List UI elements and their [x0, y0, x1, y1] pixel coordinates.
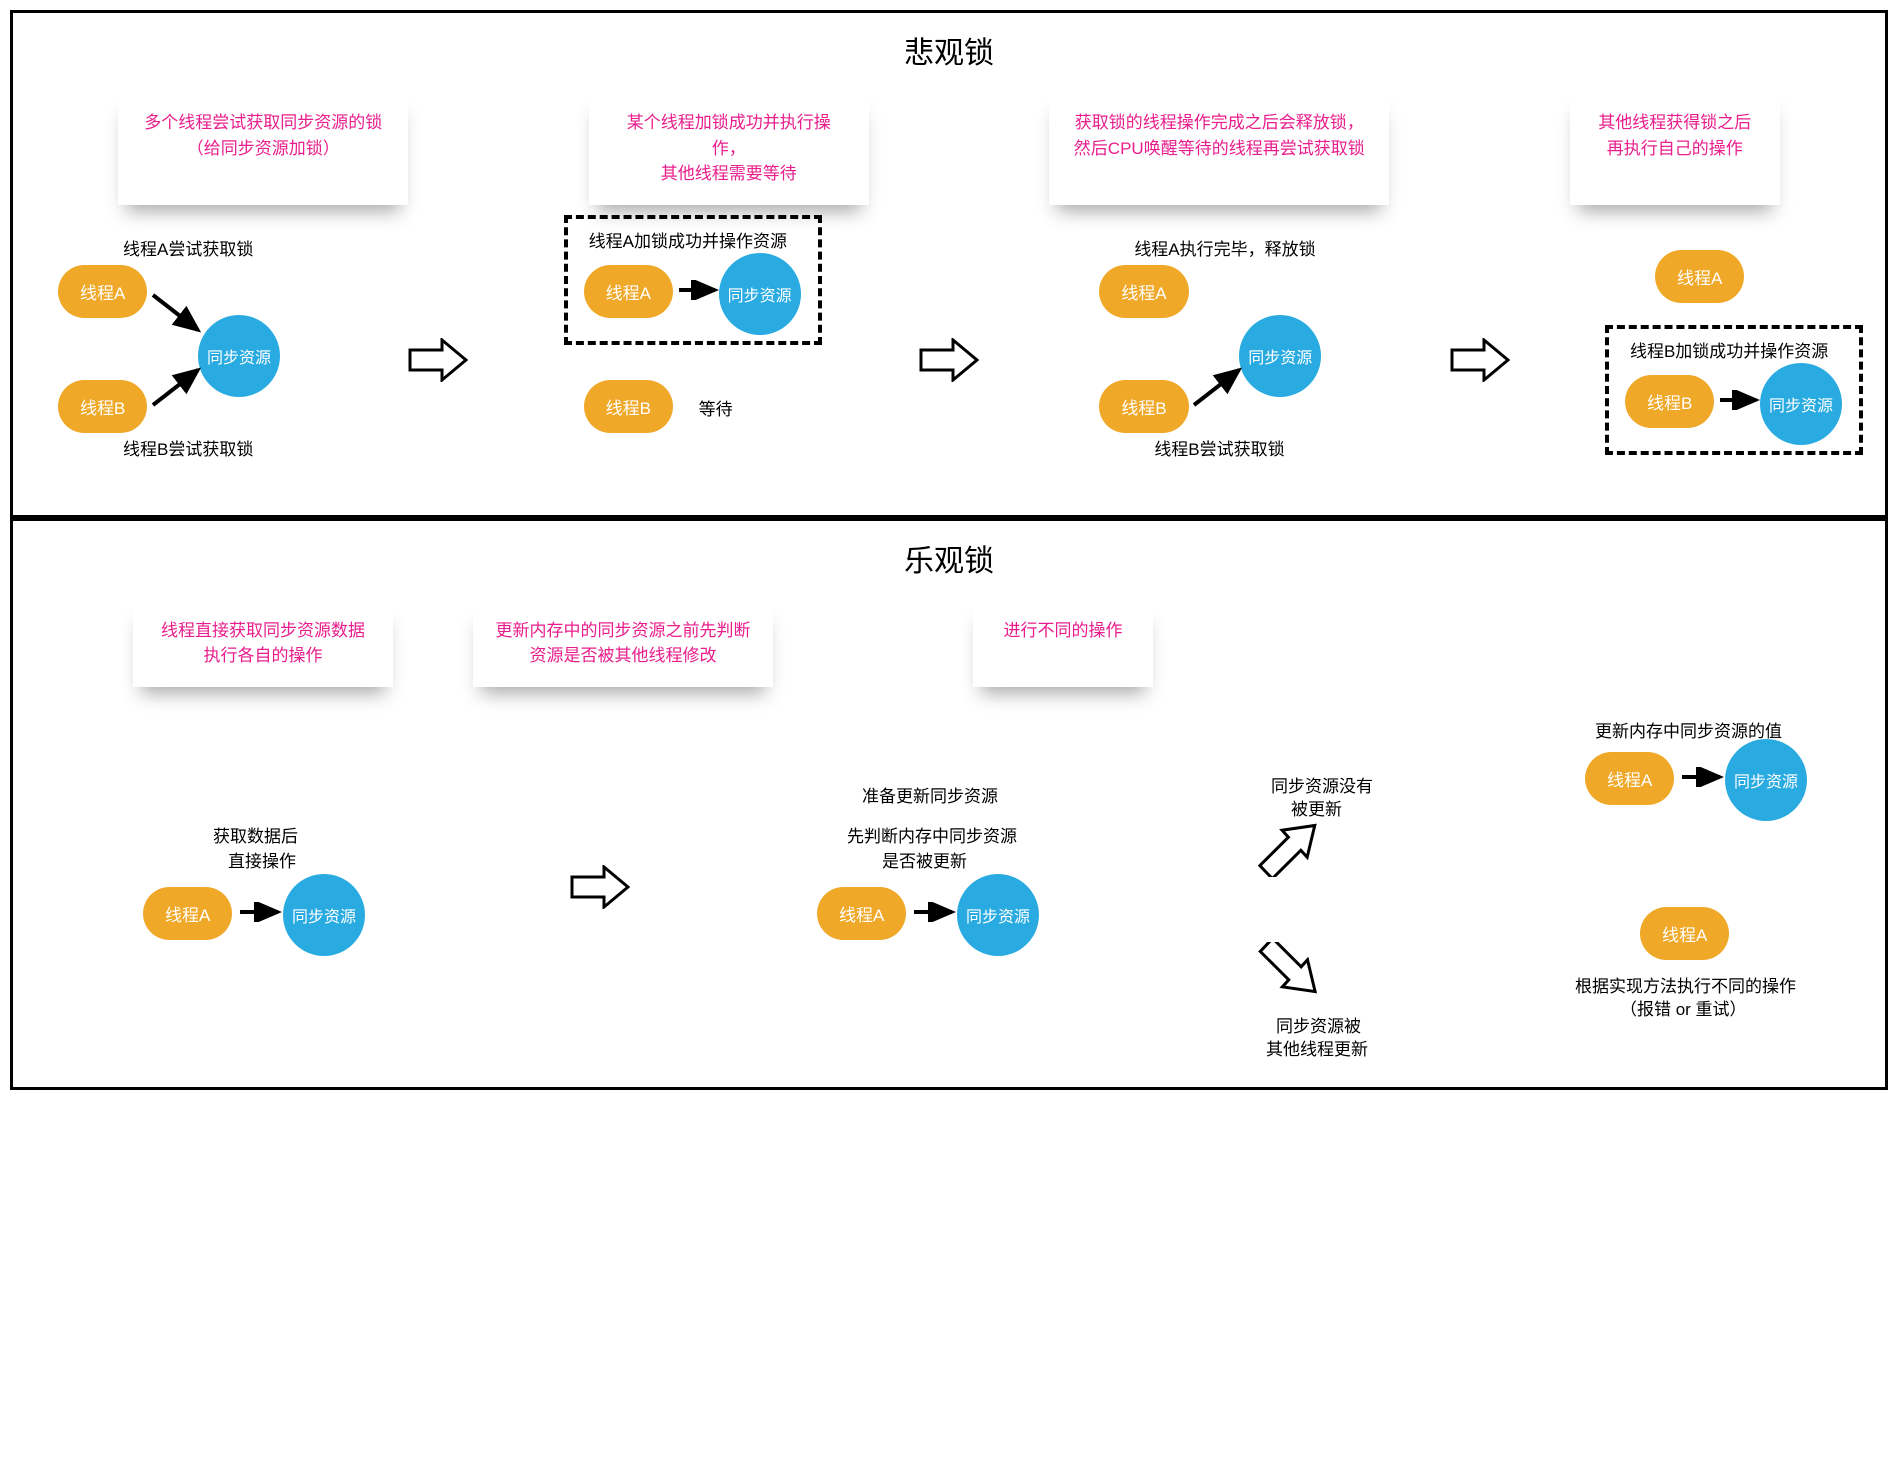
opt-branch-top1: 同步资源没有 — [1271, 772, 1373, 797]
branch-arrow-up — [1256, 822, 1326, 877]
opt-branch-bot2: 其他线程更新 — [1266, 1035, 1368, 1060]
pess-s1-label-a: 线程A尝试获取锁 — [123, 235, 253, 260]
pess-stage-4: 线程A 线程B加锁成功并操作资源 线程B 同步资源 — [1605, 235, 1865, 485]
pess-card-4: 其他线程获得锁之后 再执行自己的操作 — [1570, 92, 1780, 205]
pess-s2-resource: 同步资源 — [719, 253, 801, 335]
pess-stage-2: 线程A加锁成功并操作资源 线程A 同步资源 线程B 等待 — [564, 235, 824, 485]
pess-s2-box-label: 线程A加锁成功并操作资源 — [589, 227, 787, 252]
opt-s3b-label2: （报错 or 重试） — [1620, 995, 1747, 1020]
pess-card-3: 获取锁的线程操作完成之后会释放锁， 然后CPU唤醒等待的线程再尝试获取锁 — [1049, 92, 1389, 205]
pess-stage-1: 线程A尝试获取锁 线程A 同步资源 线程B 线程B尝试获取锁 — [33, 235, 313, 485]
pess-s4-arrow — [1718, 390, 1763, 410]
opt-branch-bot1: 同步资源被 — [1276, 1012, 1361, 1037]
pess-s1-label-b: 线程B尝试获取锁 — [123, 435, 253, 460]
opt-stage-1: 获取数据后 直接操作 线程A 同步资源 — [133, 762, 393, 1012]
opt-s2-resource: 同步资源 — [957, 874, 1039, 956]
opt-card-3: 进行不同的操作 — [973, 600, 1153, 687]
opt-s2-thread-a: 线程A — [817, 887, 906, 940]
optimistic-cards-row: 线程直接获取同步资源数据 执行各自的操作 更新内存中的同步资源之前先判断 资源是… — [33, 600, 1865, 687]
pess-s1-arrow-b — [148, 360, 208, 410]
pess-s1-resource: 同步资源 — [198, 315, 280, 397]
pess-s3-thread-a: 线程A — [1099, 265, 1188, 318]
flow-arrow-3 — [1450, 338, 1510, 382]
pess-s4-box-label: 线程B加锁成功并操作资源 — [1630, 337, 1828, 362]
pess-card-2: 某个线程加锁成功并执行操作， 其他线程需要等待 — [589, 92, 869, 205]
opt-s2-label1: 先判断内存中同步资源 — [847, 822, 1017, 847]
optimistic-stages-row: 获取数据后 直接操作 线程A 同步资源 准备更新同步资源 先判断内存中同步资源 … — [33, 717, 1865, 1057]
opt-branch-top2: 被更新 — [1291, 795, 1342, 820]
pess-s1-thread-b: 线程B — [58, 380, 147, 433]
pess-s4-thread-a: 线程A — [1655, 250, 1744, 303]
opt-s3t-thread-a: 线程A — [1585, 752, 1674, 805]
pessimistic-cards-row: 多个线程尝试获取同步资源的锁 （给同步资源加锁） 某个线程加锁成功并执行操作， … — [33, 92, 1865, 205]
pess-s3-arrow-b — [1189, 360, 1249, 410]
pess-s3-resource: 同步资源 — [1239, 315, 1321, 397]
pess-s3-label-a: 线程A执行完毕，释放锁 — [1134, 235, 1315, 260]
pess-s2-thread-a: 线程A — [584, 265, 673, 318]
opt-s3b-thread-a: 线程A — [1640, 907, 1729, 960]
flow-arrow-2 — [919, 338, 979, 382]
opt-s3b-label1: 根据实现方法执行不同的操作 — [1575, 972, 1796, 997]
pessimistic-lock-panel: 悲观锁 多个线程尝试获取同步资源的锁 （给同步资源加锁） 某个线程加锁成功并执行… — [10, 10, 1888, 518]
opt-card-2: 更新内存中的同步资源之前先判断 资源是否被其他线程修改 — [473, 600, 773, 687]
pess-s2-wait: 等待 — [699, 395, 733, 420]
branch-arrow-down — [1256, 942, 1326, 997]
flow-arrow-4 — [570, 865, 630, 909]
pessimistic-stages-row: 线程A尝试获取锁 线程A 同步资源 线程B 线程B尝试获取锁 线程A加锁成功并操… — [33, 235, 1865, 485]
opt-s1-thread-a: 线程A — [143, 887, 232, 940]
flow-arrow-1 — [408, 338, 468, 382]
pess-card-1: 多个线程尝试获取同步资源的锁 （给同步资源加锁） — [118, 92, 408, 205]
opt-s1-label1: 获取数据后 — [213, 822, 298, 847]
pess-s2-thread-b: 线程B — [584, 380, 673, 433]
optimistic-title: 乐观锁 — [33, 536, 1865, 580]
opt-s1-arrow — [238, 902, 286, 922]
opt-s3t-resource: 同步资源 — [1725, 739, 1807, 821]
opt-s3t-label: 更新内存中同步资源的值 — [1595, 717, 1782, 742]
optimistic-lock-panel: 乐观锁 线程直接获取同步资源数据 执行各自的操作 更新内存中的同步资源之前先判断… — [10, 518, 1888, 1090]
pess-s4-resource: 同步资源 — [1760, 363, 1842, 445]
pess-s4-thread-b: 线程B — [1625, 375, 1714, 428]
opt-card-1: 线程直接获取同步资源数据 执行各自的操作 — [133, 600, 393, 687]
opt-s2-label-top: 准备更新同步资源 — [862, 782, 998, 807]
pess-s2-arrow — [677, 280, 722, 300]
pess-s3-label-b: 线程B尝试获取锁 — [1154, 435, 1284, 460]
opt-s2-label2: 是否被更新 — [882, 847, 967, 872]
opt-s1-label2: 直接操作 — [228, 847, 296, 872]
pess-s1-arrow-a — [148, 290, 208, 340]
opt-branch: 同步资源没有 被更新 同步资源被 其他线程更新 — [1236, 762, 1396, 1012]
opt-s3t-arrow — [1680, 767, 1728, 787]
opt-s1-resource: 同步资源 — [283, 874, 365, 956]
opt-s2-arrow — [912, 902, 960, 922]
opt-stage-2: 准备更新同步资源 先判断内存中同步资源 是否被更新 线程A 同步资源 — [807, 762, 1067, 1012]
opt-stage-3: 更新内存中同步资源的值 线程A 同步资源 线程A 根据实现方法执行不同的操作 （… — [1565, 717, 1865, 1057]
pessimistic-title: 悲观锁 — [33, 28, 1865, 72]
pess-s1-thread-a: 线程A — [58, 265, 147, 318]
pess-s3-thread-b: 线程B — [1099, 380, 1188, 433]
pess-stage-3: 线程A执行完毕，释放锁 线程A 同步资源 线程B 线程B尝试获取锁 — [1074, 235, 1354, 485]
